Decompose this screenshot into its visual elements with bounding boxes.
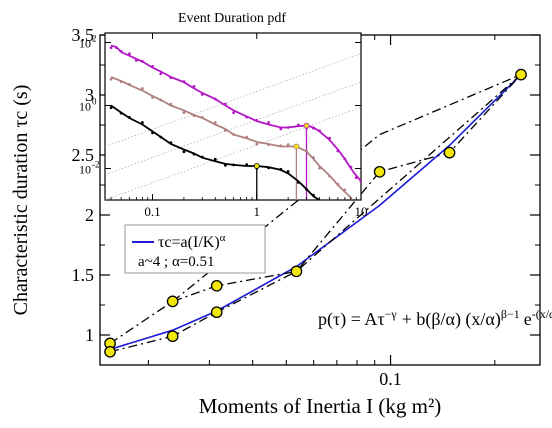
formula-part-plus: + b(β/α) (x/α) (402, 309, 501, 330)
inset-y-tick-label: 10 (79, 162, 91, 176)
inset-peak-marker-0 (303, 122, 310, 129)
legend-note: a~4 ; α=0.51 (138, 254, 215, 270)
inset-point-2-21 (318, 201, 321, 204)
inset-y-tick-exponent: 2 (92, 33, 97, 43)
y-tick-label: 1.5 (72, 265, 95, 285)
formula-annotation: p(τ) = Aτ−γ+ b(β/α) (x/α)β−1e-(x/α)β (318, 306, 552, 330)
inset-point-1-7 (182, 111, 186, 114)
formula-part-p: p(τ) = Aτ (318, 309, 385, 330)
formula-part-e: e (524, 309, 532, 329)
data-point-9 (515, 68, 527, 81)
series-line-3 (172, 74, 522, 302)
legend-entry-fit: τc=a(I/K)α (158, 232, 226, 251)
inset-x-tick-label: 10 (355, 204, 368, 219)
inset-x-tick-label: 1 (254, 204, 261, 219)
formula-sup-beta: β−1 (501, 307, 520, 321)
inset-y-tick-label: 10 (79, 36, 91, 50)
formula-sup-gamma: −γ (385, 307, 398, 321)
inset-point-1-17 (286, 143, 290, 146)
legend-entry-fit-label: τc=a(I/K) (158, 234, 220, 251)
inset-y-tick-exponent: -2 (92, 159, 100, 169)
main-ticks: 1 1.5 2 2.5 3 3.5 0.1 (72, 25, 540, 389)
inset-point-0-17 (267, 121, 271, 124)
inset-point-1-0 (109, 77, 113, 81)
inset-x-tick-label: 0.1 (144, 204, 160, 219)
data-point-6 (290, 265, 303, 278)
inset-plot-frame (104, 32, 362, 201)
data-point-5 (210, 306, 223, 319)
y-tick-label: 2 (85, 205, 94, 225)
y-axis-title: Characteristic duration τc (s) (10, 85, 32, 316)
inset-point-0-7 (159, 72, 163, 76)
data-point-1 (104, 345, 116, 358)
x-axis-title-text: Moments of Inertia I (kg m²) (199, 394, 441, 418)
inset-curve-0 (110, 44, 361, 182)
formula-sup-exp: -(x/α) (532, 307, 552, 321)
inset-y-tick-exponent: 0 (92, 96, 97, 106)
y-tick-label: 1 (85, 325, 94, 345)
inset-y-tick-label: 10 (79, 99, 91, 113)
y-tick-label: 3 (85, 85, 94, 105)
inset-point-2-10 (213, 157, 217, 161)
inset-point-0-14 (232, 111, 236, 114)
y-tick-label: 2.5 (72, 145, 95, 165)
x-tick-label: 0.1 (379, 369, 402, 389)
data-point-2 (166, 295, 179, 308)
x-axis-title: Moments of Inertia I (kg m²) (199, 394, 441, 418)
inset-peak-marker-1 (293, 143, 300, 150)
inset-curve-1 (110, 76, 352, 199)
data-point-4 (210, 279, 223, 292)
y-tick-label: 3.5 (72, 25, 95, 45)
inset-point-1-14 (255, 142, 259, 146)
data-point-3 (166, 330, 179, 343)
legend-box (124, 224, 266, 274)
inset-plot-area (105, 44, 361, 204)
legend: τc=a(I/K)α a~4 ; α=0.51 (124, 224, 266, 274)
inset-point-0-0 (109, 46, 113, 50)
data-point-7 (373, 165, 386, 178)
legend-entry-fit-sup: α (220, 232, 226, 244)
inset-peak-marker-2 (253, 163, 260, 169)
data-point-8 (443, 146, 456, 159)
inset-curve-2 (110, 104, 320, 200)
inset-title: Event Duration pdf (178, 11, 286, 26)
y-axis-title-text: Characteristic duration τc (s) (10, 85, 32, 316)
inset-point-2-7 (182, 150, 186, 154)
main-points (104, 68, 527, 358)
